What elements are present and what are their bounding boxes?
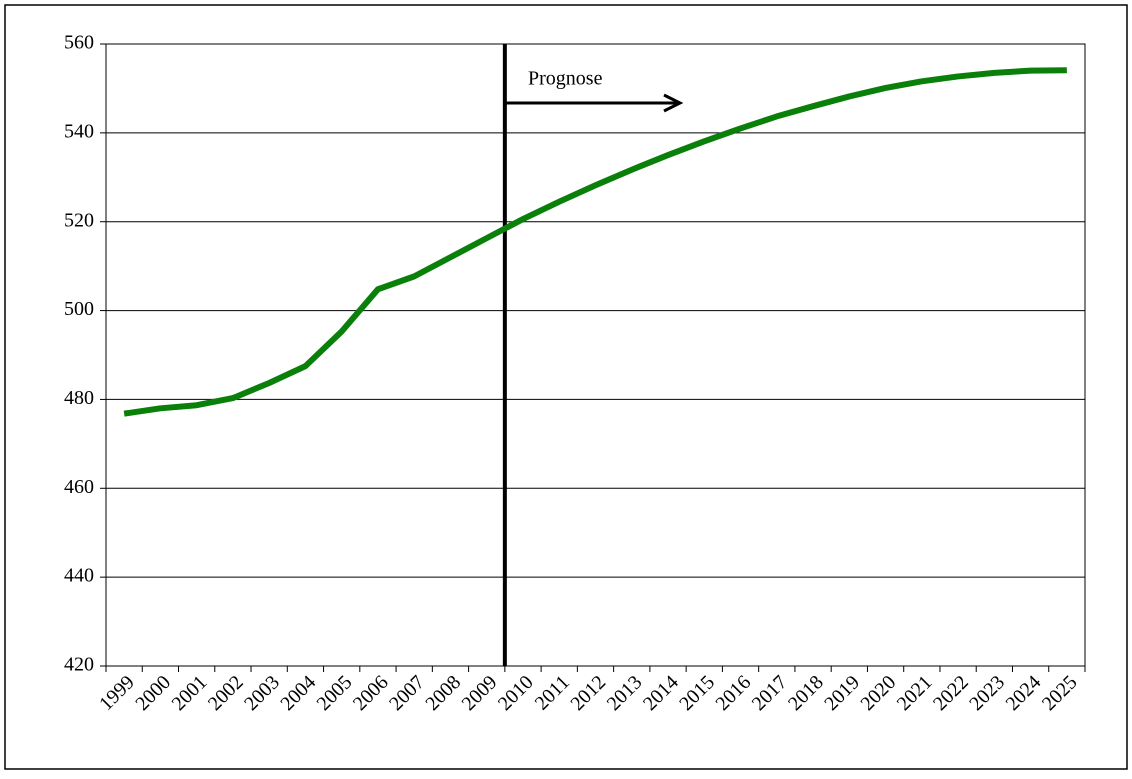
y-tick-label: 560 [64, 32, 94, 54]
forecast-arrowhead [663, 93, 684, 113]
chart-border [4, 4, 1128, 770]
y-tick-label: 520 [64, 209, 94, 231]
y-tick-label: 460 [64, 476, 94, 498]
y-tick-label: 440 [64, 565, 94, 587]
plot-area [105, 43, 1086, 667]
y-tick-label: 500 [64, 298, 94, 320]
y-tick-label: 420 [64, 654, 94, 676]
y-tick-label: 480 [64, 387, 94, 409]
y-tick-label: 540 [64, 120, 94, 142]
annotation: Prognose [528, 68, 603, 90]
data-line [123, 67, 1067, 417]
